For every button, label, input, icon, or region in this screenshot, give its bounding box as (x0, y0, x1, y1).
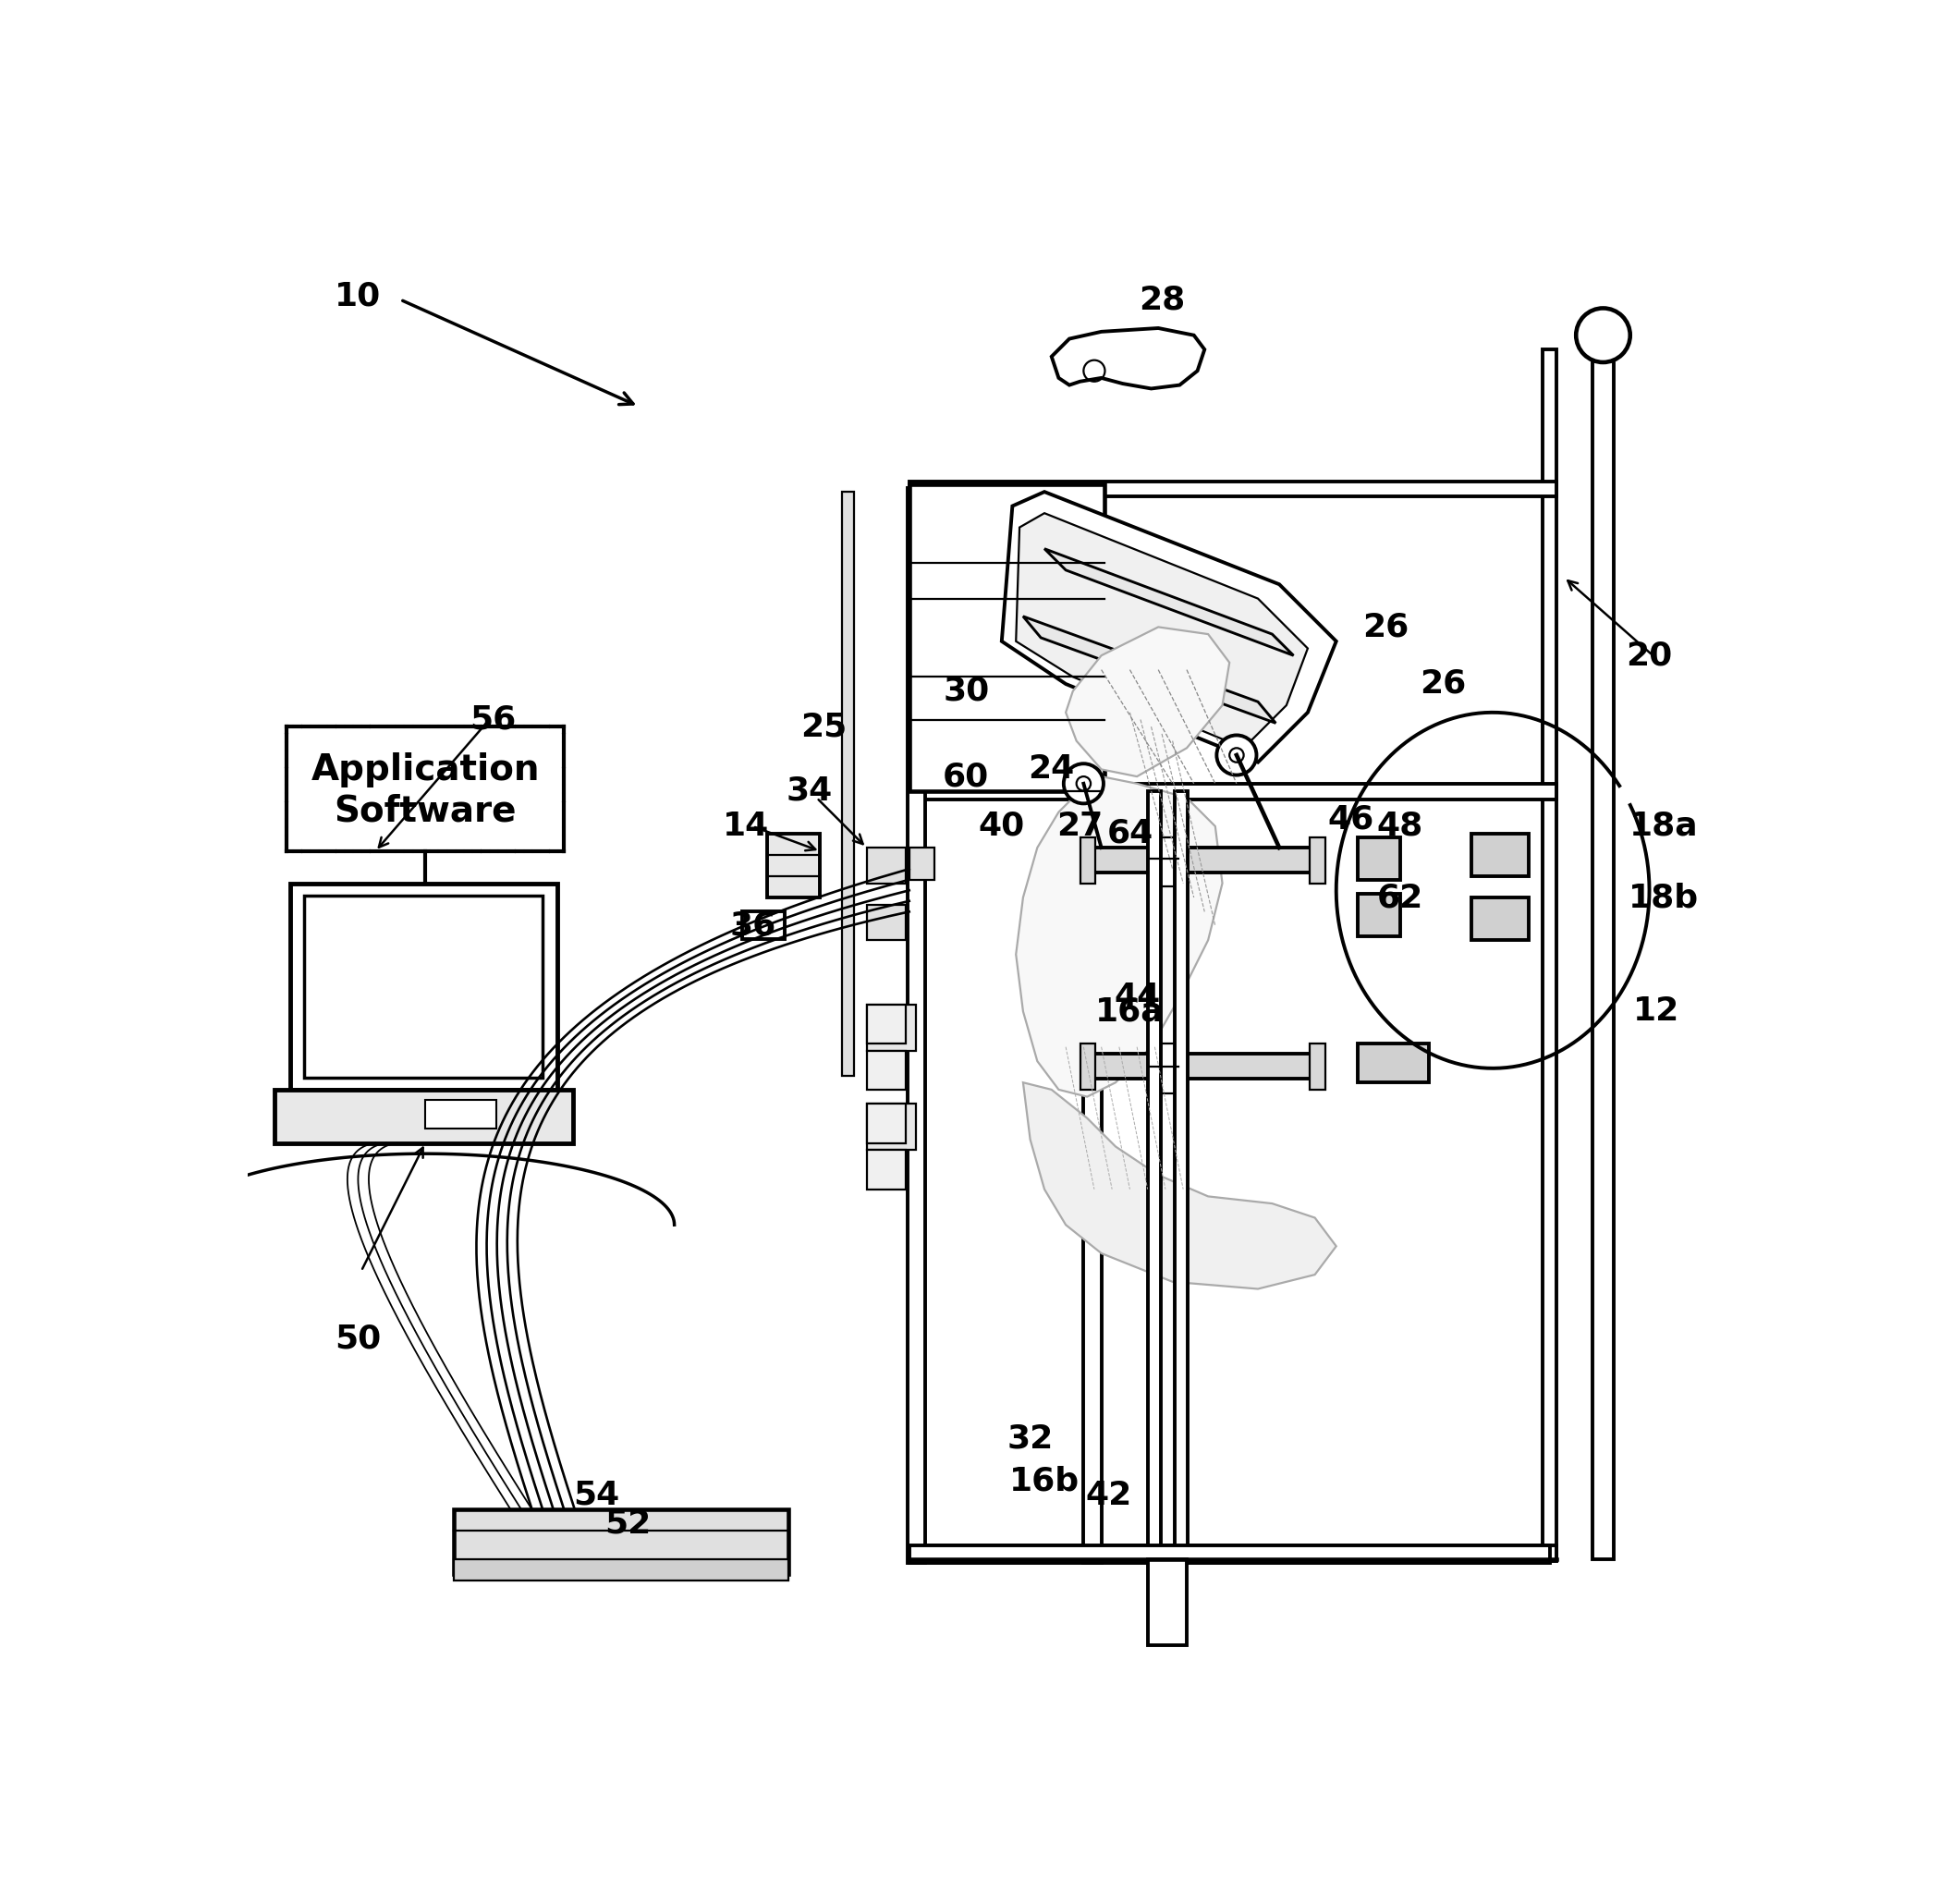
Bar (1150, 1043, 1178, 1093)
Text: 50: 50 (334, 1323, 380, 1354)
Bar (1081, 1043, 1096, 1089)
Bar (741, 912, 784, 939)
Text: 26: 26 (1420, 668, 1467, 699)
Bar (1174, 790, 1187, 1559)
Circle shape (1077, 777, 1090, 790)
Bar (305, 897, 543, 1078)
Circle shape (1063, 764, 1104, 803)
Bar (910, 847, 935, 880)
Text: 28: 28 (1139, 284, 1185, 316)
Text: 44: 44 (1114, 981, 1160, 1013)
Text: 40: 40 (978, 811, 1024, 842)
Text: 25: 25 (801, 710, 848, 743)
Polygon shape (1022, 1083, 1337, 1289)
Bar (908, 487, 925, 1563)
Bar (1310, 838, 1325, 883)
Bar (1081, 838, 1096, 883)
Bar (1084, 847, 1311, 872)
Text: 52: 52 (605, 1508, 652, 1540)
Polygon shape (1001, 491, 1337, 762)
Text: 36: 36 (729, 910, 776, 942)
Polygon shape (1017, 514, 1308, 748)
Bar (766, 834, 821, 897)
Bar (1358, 838, 1401, 880)
Text: 18b: 18b (1628, 882, 1699, 914)
Text: 32: 32 (1007, 1422, 1053, 1455)
Bar (1310, 1043, 1325, 1089)
Circle shape (1230, 748, 1244, 762)
Bar (910, 784, 1556, 800)
Bar (454, 1510, 788, 1573)
Bar (910, 482, 1556, 497)
Bar (910, 486, 1106, 790)
Text: 16b: 16b (1009, 1466, 1079, 1497)
Bar (842, 491, 854, 1076)
Bar (867, 904, 906, 941)
Text: 60: 60 (943, 762, 989, 792)
Bar (425, 1101, 497, 1129)
Bar (1358, 1043, 1428, 1083)
Bar (867, 847, 906, 883)
Text: 12: 12 (1633, 996, 1680, 1026)
Bar (1593, 350, 1614, 1559)
Text: 27: 27 (1057, 811, 1104, 842)
Bar (1150, 838, 1178, 887)
Text: 18a: 18a (1630, 811, 1698, 842)
Polygon shape (1065, 322, 1180, 377)
Bar (910, 1546, 1556, 1561)
Bar (1084, 487, 1102, 1563)
Bar (1358, 893, 1401, 937)
Text: 46: 46 (1327, 803, 1374, 834)
Text: Application
Software: Application Software (310, 752, 539, 828)
Bar (291, 883, 557, 1089)
Bar (274, 1089, 574, 1142)
Polygon shape (1051, 327, 1205, 388)
Text: 42: 42 (1084, 1479, 1131, 1512)
Circle shape (1216, 735, 1257, 775)
Bar (1148, 790, 1160, 1559)
Text: 34: 34 (786, 775, 832, 807)
Polygon shape (1044, 548, 1294, 655)
Text: 16a: 16a (1096, 996, 1164, 1026)
Text: 30: 30 (943, 676, 989, 706)
Bar (454, 1559, 788, 1580)
Bar (1471, 897, 1529, 941)
Polygon shape (1017, 777, 1222, 1097)
Text: 54: 54 (572, 1479, 619, 1512)
Bar (867, 1003, 916, 1051)
Text: 62: 62 (1377, 882, 1424, 914)
Bar (867, 1104, 916, 1150)
Text: 10: 10 (334, 280, 380, 312)
Text: 64: 64 (1106, 817, 1152, 849)
Text: 20: 20 (1626, 640, 1672, 672)
Bar (1542, 350, 1556, 1559)
Circle shape (1575, 308, 1630, 362)
Text: 14: 14 (722, 811, 768, 842)
Polygon shape (1065, 626, 1230, 777)
Bar (910, 1546, 1550, 1563)
Bar (1084, 1055, 1311, 1080)
Polygon shape (1022, 617, 1277, 724)
Text: 56: 56 (469, 704, 516, 735)
Bar (867, 1104, 906, 1142)
Bar (867, 1003, 906, 1043)
Text: 26: 26 (1362, 611, 1408, 644)
Bar (867, 1150, 906, 1190)
Bar (1471, 834, 1529, 876)
Bar (1148, 1559, 1187, 1645)
Text: 48: 48 (1377, 811, 1424, 842)
Bar (867, 1051, 906, 1089)
Text: 24: 24 (1028, 754, 1075, 784)
